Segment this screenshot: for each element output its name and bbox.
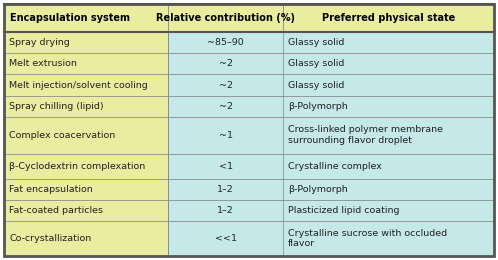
Bar [168, 117, 494, 154]
Text: <1: <1 [219, 162, 233, 171]
Text: Glassy solid: Glassy solid [288, 59, 345, 68]
Text: Melt extrusion: Melt extrusion [9, 59, 77, 68]
Bar [4, 200, 168, 221]
Text: Melt injection/solvent cooling: Melt injection/solvent cooling [9, 81, 148, 90]
Bar [4, 179, 168, 200]
Text: Relative contribution (%): Relative contribution (%) [156, 13, 295, 23]
Bar [4, 4, 494, 32]
Text: Spray drying: Spray drying [9, 38, 70, 47]
Bar [168, 32, 494, 53]
Bar [168, 154, 494, 179]
Bar [168, 200, 494, 221]
Bar [168, 96, 494, 117]
Bar [168, 221, 494, 256]
Bar [4, 154, 168, 179]
Text: Plasticized lipid coating: Plasticized lipid coating [288, 206, 400, 215]
Text: ~1: ~1 [219, 131, 233, 140]
Text: Complex coacervation: Complex coacervation [9, 131, 115, 140]
Bar [4, 53, 168, 74]
Bar [4, 32, 168, 53]
Text: Encapsulation system: Encapsulation system [10, 13, 130, 23]
Text: β-Polymorph: β-Polymorph [288, 185, 348, 194]
Bar [168, 179, 494, 200]
Text: ~2: ~2 [219, 59, 233, 68]
Text: Glassy solid: Glassy solid [288, 81, 345, 90]
Bar [4, 96, 168, 117]
Text: β-Polymorph: β-Polymorph [288, 102, 348, 111]
Bar [4, 117, 168, 154]
Text: ~2: ~2 [219, 102, 233, 111]
Text: Crystalline complex: Crystalline complex [288, 162, 382, 171]
Text: 1–2: 1–2 [217, 185, 234, 194]
Bar [4, 74, 168, 96]
Text: ~85–90: ~85–90 [207, 38, 244, 47]
Text: Glassy solid: Glassy solid [288, 38, 345, 47]
Text: 1–2: 1–2 [217, 206, 234, 215]
Text: ~2: ~2 [219, 81, 233, 90]
Text: <<1: <<1 [215, 234, 237, 243]
Text: Preferred physical state: Preferred physical state [322, 13, 455, 23]
Text: β-Cyclodextrin complexation: β-Cyclodextrin complexation [9, 162, 145, 171]
Text: Fat encapsulation: Fat encapsulation [9, 185, 93, 194]
Bar [4, 221, 168, 256]
Text: Co-crystallization: Co-crystallization [9, 234, 91, 243]
Text: Spray chilling (lipid): Spray chilling (lipid) [9, 102, 104, 111]
Bar [168, 53, 494, 74]
Text: Crystalline sucrose with occluded
flavor: Crystalline sucrose with occluded flavor [288, 229, 447, 249]
Text: Cross-linked polymer membrane
surrounding flavor droplet: Cross-linked polymer membrane surroundin… [288, 125, 443, 145]
Text: Fat-coated particles: Fat-coated particles [9, 206, 103, 215]
Bar [168, 74, 494, 96]
